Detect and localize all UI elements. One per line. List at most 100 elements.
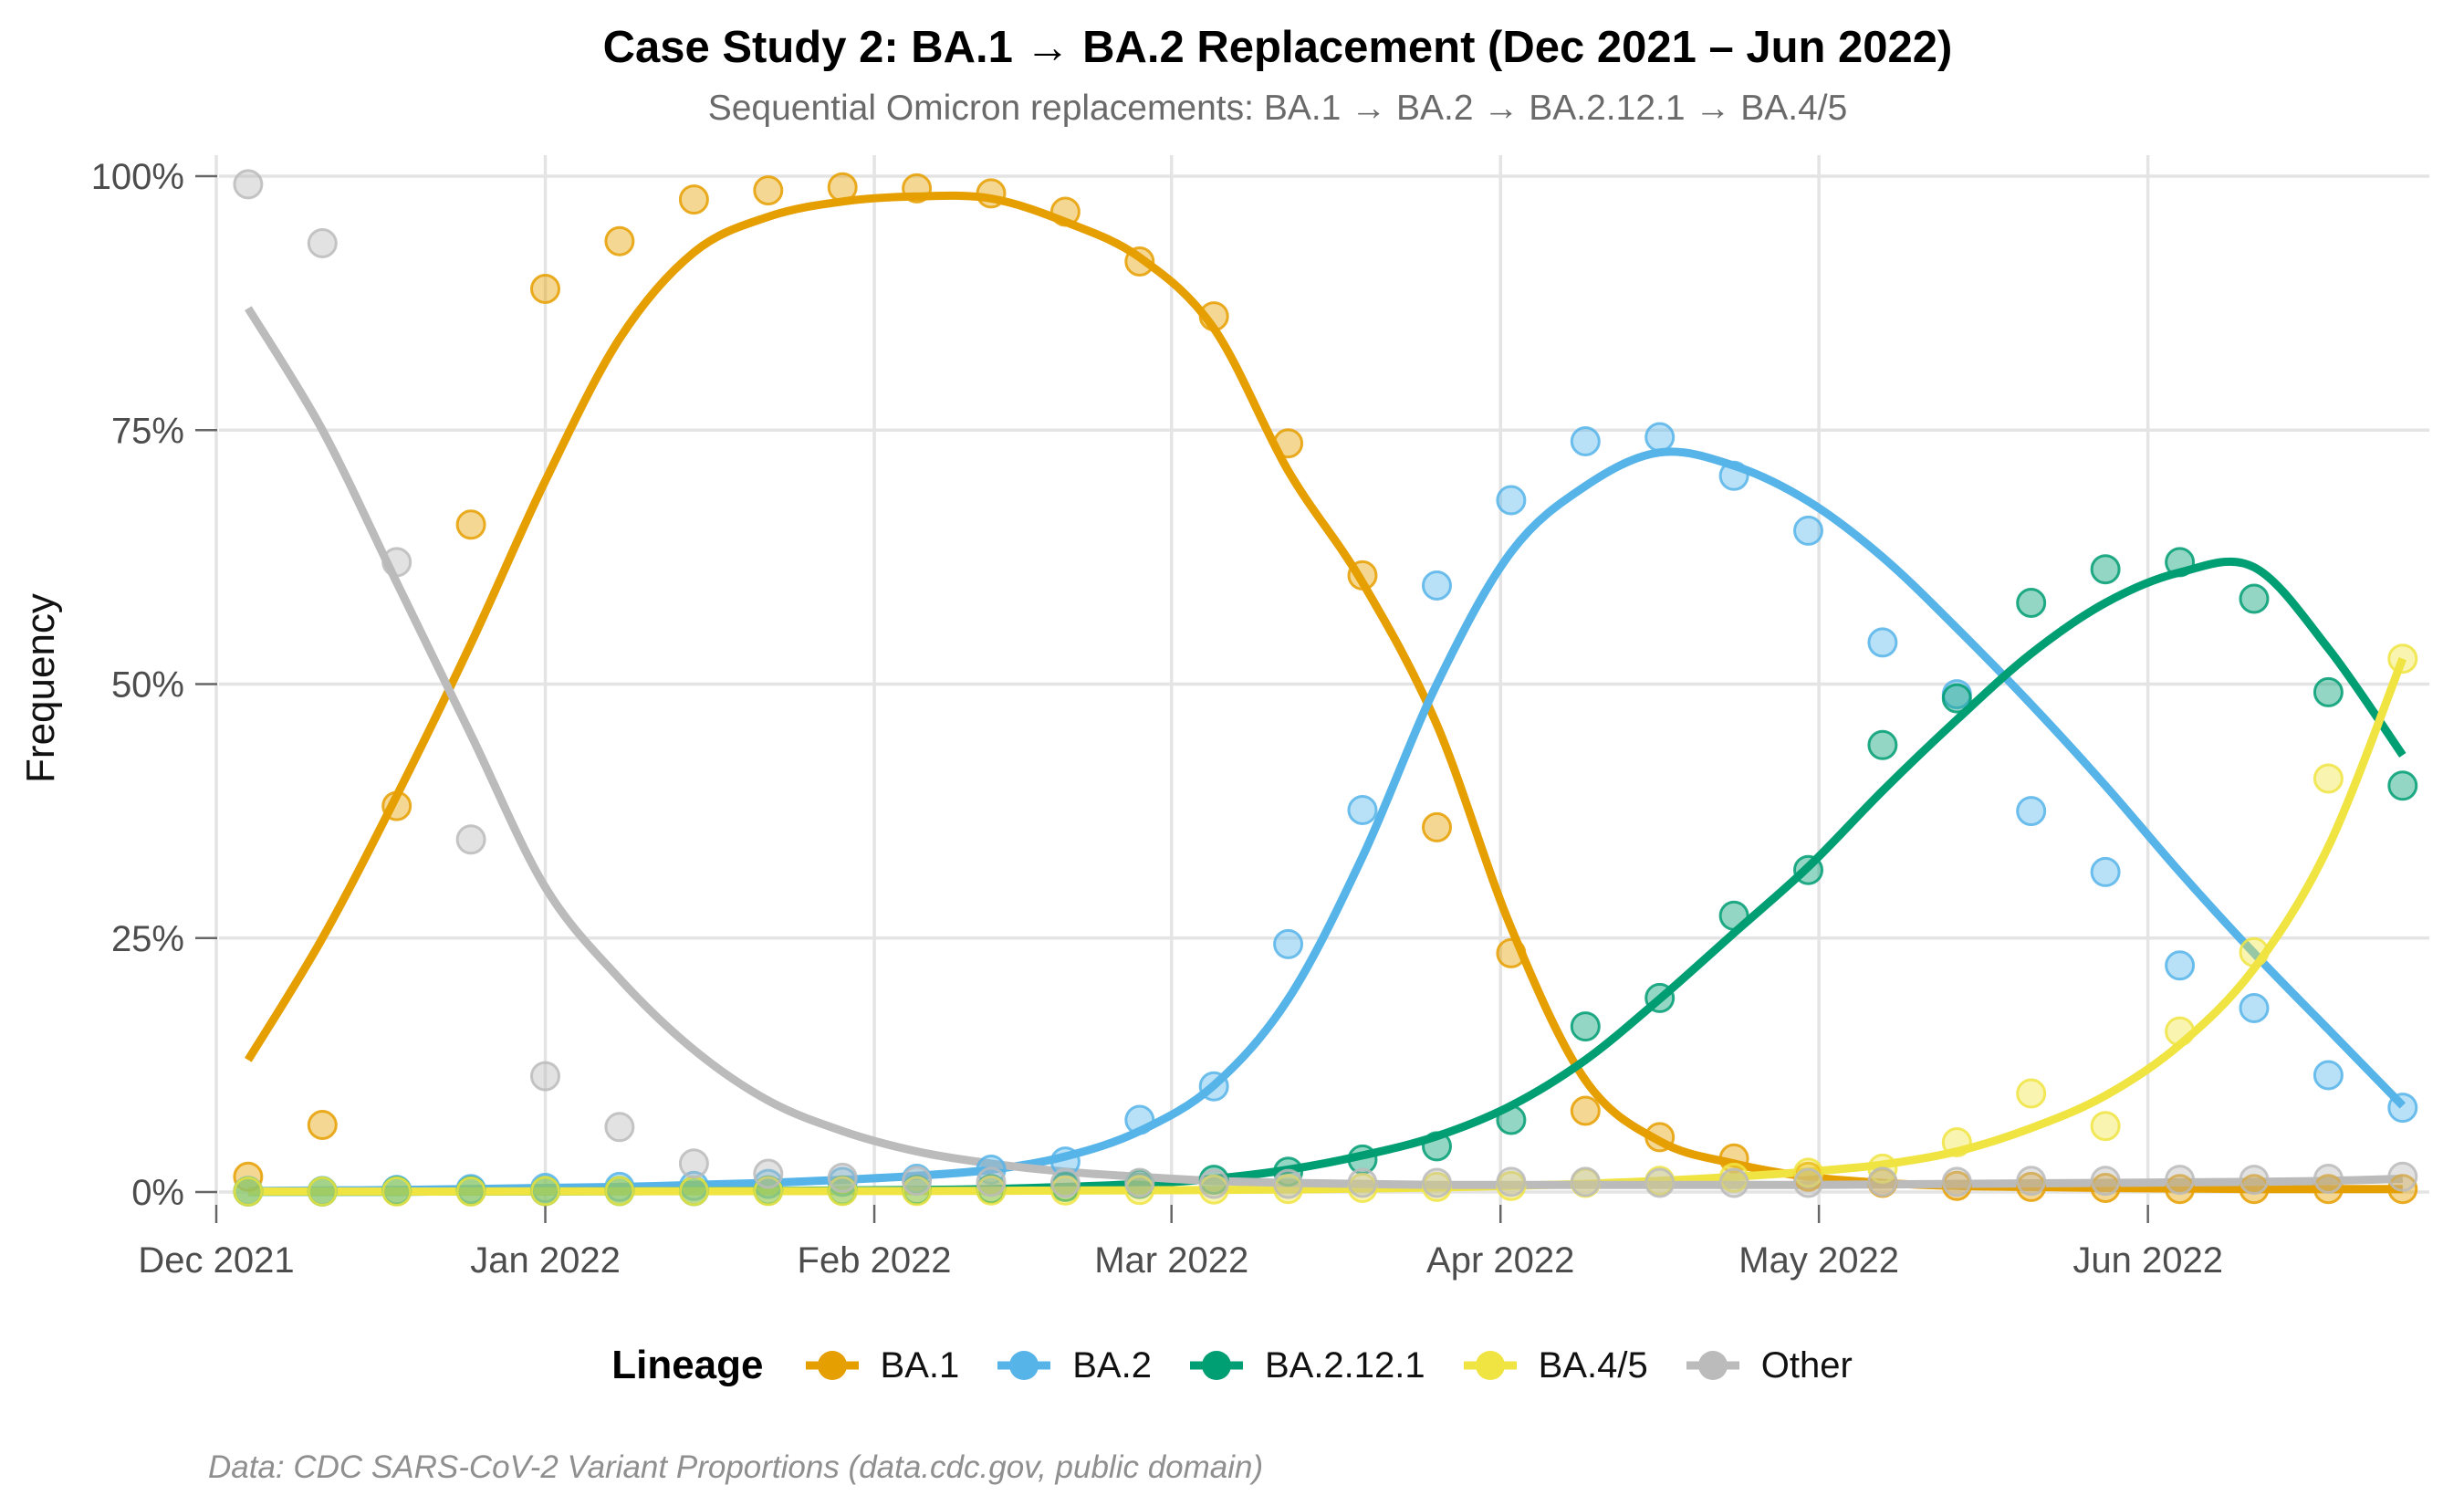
data-point: [604, 1176, 635, 1207]
data-point: [2165, 547, 2196, 578]
data-point: [2165, 1016, 2196, 1047]
legend: Lineage BA.1 BA.2 BA.2.12.1 BA.4/5 Other: [0, 1323, 2464, 1407]
data-point: [2090, 1111, 2121, 1142]
data-point: [2387, 643, 2418, 675]
data-point: [2090, 856, 2121, 887]
data-point: [678, 1176, 709, 1207]
data-point: [1644, 422, 1676, 453]
data-point: [307, 1110, 338, 1140]
data-point: [1793, 854, 1823, 885]
data-point: [753, 1158, 784, 1189]
data-point: [2313, 676, 2344, 707]
data-point: [827, 1162, 858, 1193]
data-point: [455, 824, 486, 855]
data-point: [455, 509, 486, 540]
caption: Data: CDC SARS-CoV-2 Variant Proportions…: [208, 1449, 1264, 1485]
data-point: [2016, 796, 2047, 827]
data-point: [1422, 811, 1452, 842]
data-point: [1941, 1127, 1972, 1157]
data-point: [2090, 1166, 2121, 1197]
data-point: [678, 184, 709, 215]
legend-item-ba-4-5: BA.4/5: [1462, 1345, 1648, 1386]
data-point: [2016, 1166, 2047, 1197]
data-point: [1422, 570, 1452, 601]
data-point: [2313, 1060, 2344, 1091]
data-point: [2387, 1093, 2418, 1124]
data-point: [2239, 993, 2270, 1023]
legend-key-ba-2-12-1-icon: [1189, 1351, 1243, 1380]
data-point: [753, 1168, 784, 1199]
x-tick-label: Apr 2022: [1426, 1240, 1574, 1281]
data-point: [2313, 763, 2344, 794]
data-point: [1198, 301, 1229, 332]
data-point: [902, 1166, 933, 1197]
data-point: [1941, 683, 1972, 714]
data-point: [2165, 950, 2196, 981]
chart-title: Case Study 2: BA.1 → BA.2 Replacement (D…: [602, 23, 1953, 72]
data-point: [1124, 246, 1155, 277]
data-point: [2387, 1174, 2418, 1205]
data-point: [1941, 1166, 1972, 1197]
data-point: [2090, 1173, 2121, 1203]
data-point: [902, 1176, 933, 1207]
data-point: [1198, 1168, 1229, 1199]
data-point: [381, 1176, 412, 1207]
x-tick-label: May 2022: [1738, 1240, 1899, 1281]
data-point: [455, 1176, 486, 1207]
data-point: [530, 274, 560, 304]
data-point: [2387, 1161, 2418, 1192]
y-tick-label: 0%: [131, 1173, 184, 1213]
data-point: [2387, 770, 2418, 801]
data-point: [2016, 588, 2047, 618]
x-gridlines: [214, 155, 2150, 1205]
series-line-ba-4-5: [247, 657, 2407, 1196]
data-point: [1570, 1166, 1601, 1197]
data-point: [233, 1176, 264, 1207]
data-point: [604, 225, 635, 256]
data-point: [307, 228, 338, 258]
legend-label: BA.2: [1072, 1344, 1152, 1386]
y-tick-label: 50%: [111, 665, 184, 706]
data-point: [753, 175, 784, 206]
data-point: [1793, 1157, 1823, 1188]
legend-item-ba-2: BA.2: [996, 1345, 1152, 1386]
data-point: [2090, 554, 2121, 585]
data-point: [2165, 1165, 2196, 1196]
legend-item-other: Other: [1685, 1345, 1853, 1386]
data-point: [1124, 1104, 1155, 1135]
data-point: [1049, 196, 1081, 227]
data-point: [1570, 426, 1601, 456]
data-point: [1867, 627, 1898, 658]
data-point: [1644, 1167, 1676, 1198]
data-point: [2239, 936, 2270, 967]
legend-label: BA.2.12.1: [1264, 1344, 1425, 1386]
data-point: [2239, 583, 2270, 614]
series-points-other: [233, 169, 2418, 1199]
data-point: [1793, 1167, 1823, 1198]
data-point: [1867, 1166, 1898, 1197]
x-tick-label: Jan 2022: [470, 1240, 621, 1281]
data-point: [2016, 1078, 2047, 1109]
data-point: [1570, 1011, 1601, 1042]
data-point: [530, 1176, 560, 1207]
data-point: [1644, 1122, 1676, 1153]
x-tick-label: Jun 2022: [2072, 1240, 2223, 1281]
y-gridlines: [219, 174, 2429, 1194]
data-point: [1718, 900, 1749, 931]
data-point: [1718, 460, 1749, 491]
legend-label: BA.4/5: [1538, 1344, 1648, 1386]
data-point: [604, 1112, 635, 1143]
data-point: [1570, 1095, 1601, 1126]
data-point: [1496, 1104, 1527, 1135]
series-points-ba-1: [233, 172, 2418, 1205]
x-tick-label: Dec 2021: [138, 1240, 294, 1281]
data-point: [2313, 1164, 2344, 1194]
data-point: [1644, 982, 1676, 1013]
legend-title: Lineage: [611, 1343, 764, 1387]
data-point: [2239, 1165, 2270, 1196]
data-point: [1496, 485, 1527, 516]
data-point: [530, 1061, 560, 1092]
series-line-ba-2-12-1: [247, 557, 2407, 1197]
series-line-ba-1: [245, 191, 2403, 1194]
